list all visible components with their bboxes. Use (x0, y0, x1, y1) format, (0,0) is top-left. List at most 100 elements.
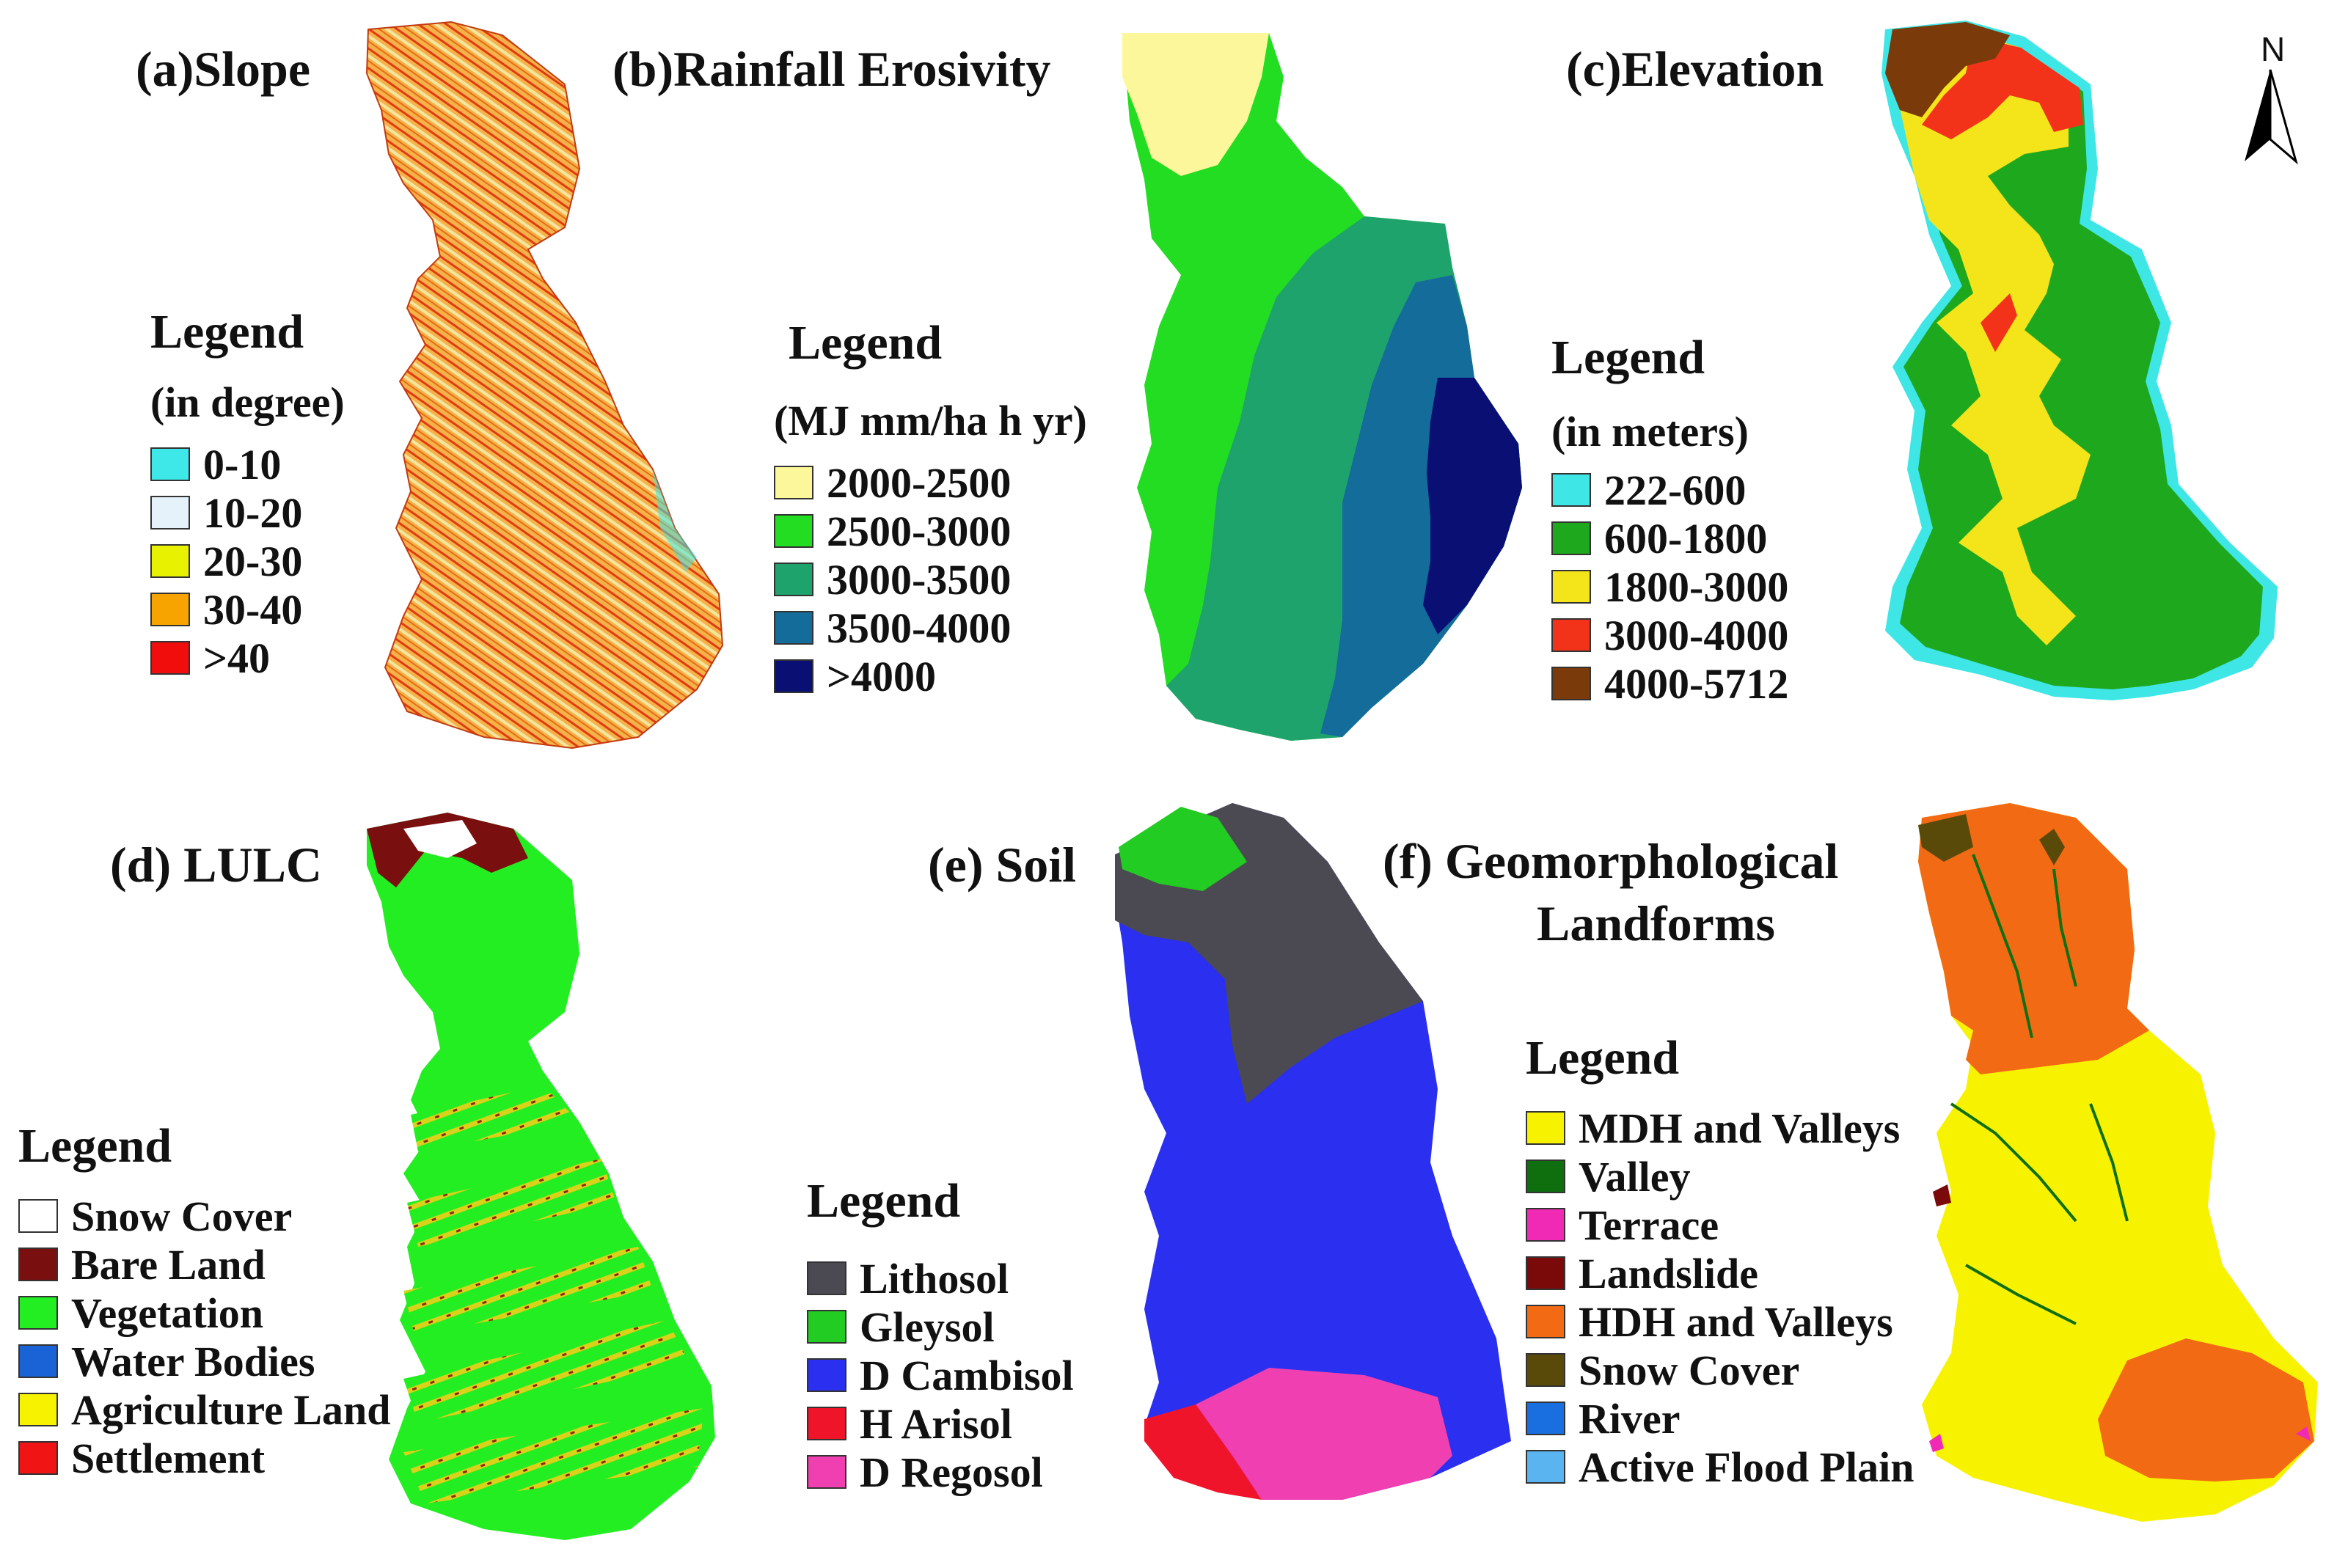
legend-swatch (1526, 1353, 1565, 1387)
legend-item: D Regosol (807, 1448, 1074, 1496)
legend-unit-slope: (in degree) (150, 378, 345, 426)
legend-swatch (1526, 1159, 1565, 1193)
legend-item: 2000-2500 (774, 458, 1011, 507)
legend-item: H Arisol (807, 1399, 1074, 1448)
legend-label: Terrace (1579, 1201, 1719, 1249)
soil-d-cambisol (1115, 803, 1511, 1500)
legend-item: 20-30 (150, 537, 302, 585)
legend-list-rainfall-erosivity: 2000-2500 2500-3000 3000-3500 3500-4000 >400… (774, 458, 1011, 700)
legend-swatch (1526, 1256, 1565, 1290)
legend-list-lulc: Snow Cover Bare Land Vegetation Water Bodie… (18, 1192, 391, 1482)
legend-swatch (807, 1358, 846, 1392)
legend-label: 2500-3000 (827, 507, 1012, 555)
legend-item: 222-600 (1551, 466, 1788, 514)
panel-title-elevation: (c)Elevation (1566, 41, 1824, 97)
legend-swatch (18, 1248, 58, 1281)
legend-item: Snow Cover (1526, 1346, 1914, 1394)
legend-swatch (807, 1310, 846, 1344)
legend-swatch (150, 496, 190, 530)
soil-h-arisol (1144, 1404, 1262, 1500)
legend-label: 20-30 (203, 537, 303, 585)
legend-label: Snow Cover (71, 1192, 293, 1240)
legend-label: River (1579, 1394, 1681, 1443)
legend-swatch (1526, 1402, 1565, 1435)
legend-swatch (150, 447, 190, 481)
legend-item: >4000 (774, 652, 1011, 700)
legend-label: Valley (1579, 1152, 1691, 1201)
legend-label: D Regosol (860, 1448, 1043, 1496)
legend-item: Gleysol (807, 1303, 1074, 1351)
legend-label: Settlement (71, 1434, 266, 1482)
legend-label: Landslide (1579, 1249, 1758, 1297)
legend-swatch (807, 1407, 846, 1440)
legend-item: Settlement (18, 1434, 391, 1482)
legend-label: 1800-3000 (1604, 563, 1789, 611)
legend-label: Snow Cover (1579, 1346, 1800, 1394)
lulc-snow-cover (403, 820, 477, 858)
geo-hdh-valleys-south (2098, 1338, 2314, 1481)
legend-item: 3000-3500 (774, 555, 1011, 604)
legend-label: 3500-4000 (827, 604, 1012, 652)
legend-label: >4000 (827, 652, 937, 700)
legend-label: Active Flood Plain (1579, 1443, 1914, 1491)
geomorphological-map (1918, 803, 2318, 1522)
legend-item: D Cambisol (807, 1351, 1074, 1399)
slope-map (365, 21, 724, 750)
legend-swatch (18, 1441, 58, 1475)
legend-list-geomorphological: MDH and Valleys Valley Terrace Landslide HDH… (1526, 1104, 1914, 1491)
legend-unit-rainfall-erosivity: (MJ mm/ha h yr) (774, 397, 1087, 444)
north-arrow: N (2230, 29, 2311, 169)
legend-item: 600-1800 (1551, 514, 1788, 563)
north-arrow-icon (2245, 69, 2298, 165)
legend-swatch (18, 1344, 58, 1378)
legend-list-elevation: 222-600 600-1800 1800-3000 3000-4000 4000-57… (1551, 466, 1788, 708)
legend-swatch (1551, 473, 1591, 507)
geo-landslide (1933, 1184, 1951, 1206)
legend-swatch (1551, 570, 1591, 604)
legend-label: 10-20 (203, 488, 303, 537)
legend-swatch (18, 1296, 58, 1330)
legend-label: Gleysol (860, 1303, 995, 1351)
legend-item: Terrace (1526, 1201, 1914, 1249)
legend-label: >40 (203, 634, 271, 682)
legend-swatch (774, 659, 813, 693)
legend-item: 1800-3000 (1551, 563, 1788, 611)
elevation-map (1881, 21, 2278, 700)
legend-label: Bare Land (71, 1240, 266, 1289)
legend-swatch (1526, 1208, 1565, 1242)
rainfall-zone-2000-2500 (1122, 33, 1269, 176)
lulc-map (367, 813, 715, 1540)
legend-list-slope: 0-10 10-20 20-30 30-40 >40 (150, 440, 302, 682)
north-label: N (2261, 30, 2286, 68)
panel-title-slope: (a)Slope (136, 41, 310, 97)
geo-hdh-valleys-north (1918, 803, 2149, 1074)
legend-label: MDH and Valleys (1579, 1104, 1901, 1152)
legend-label: 3000-3500 (827, 555, 1012, 604)
legend-item: 4000-5712 (1551, 659, 1788, 708)
legend-label: Agriculture Land (71, 1385, 391, 1434)
panel-title-rainfall-erosivity: (b)Rainfall Erosivity (612, 41, 1051, 97)
legend-title-slope: Legend (150, 305, 304, 359)
legend-title-geomorphological: Legend (1526, 1031, 1680, 1085)
legend-item: Vegetation (18, 1289, 391, 1337)
legend-label: 4000-5712 (1604, 659, 1789, 708)
legend-label: Vegetation (71, 1289, 264, 1337)
rainfall-zone-over-4000 (1423, 378, 1522, 634)
panel-title-geomorphological-line1: (f) Geomorphological (1383, 833, 1839, 889)
legend-swatch (1551, 618, 1591, 652)
soil-d-regosol (1196, 1368, 1452, 1500)
legend-swatch (18, 1199, 58, 1233)
legend-unit-elevation: (in meters) (1551, 408, 1749, 455)
legend-label: Water Bodies (71, 1337, 315, 1385)
legend-swatch (774, 514, 813, 548)
legend-label: 600-1800 (1604, 514, 1768, 563)
legend-item: Landslide (1526, 1249, 1914, 1297)
legend-item: 30-40 (150, 585, 302, 634)
legend-label: H Arisol (860, 1399, 1012, 1448)
legend-item: 2500-3000 (774, 507, 1011, 555)
legend-swatch (1551, 667, 1591, 700)
panel-title-soil: (e) Soil (928, 837, 1077, 893)
legend-item: Lithosol (807, 1254, 1074, 1303)
legend-item: Active Flood Plain (1526, 1443, 1914, 1491)
legend-label: 222-600 (1604, 466, 1747, 514)
